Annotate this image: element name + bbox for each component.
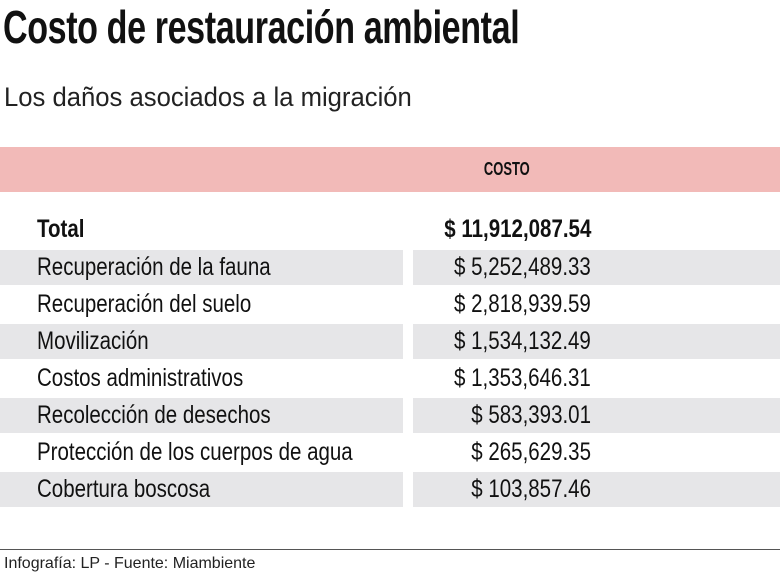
table-row: Recuperación del suelo $ 2,818,939.59: [0, 287, 780, 322]
row-value: $ 583,393.01: [413, 398, 780, 433]
page-title: Costo de restauración ambiental: [3, 1, 520, 53]
subtitle: Los daños asociados a la migración: [4, 82, 412, 112]
divider: [0, 549, 780, 550]
row-label: Cobertura boscosa: [0, 472, 403, 507]
row-label: Costos administrativos: [37, 364, 244, 392]
row-label: Movilización: [0, 324, 403, 359]
row-label: Recolección de desechos: [0, 398, 403, 433]
table-row: Recolección de desechos $ 583,393.01: [0, 398, 780, 433]
table-row: Costos administrativos $ 1,353,646.31: [0, 361, 780, 396]
source-credit: Infografía: LP - Fuente: Miambiente: [4, 555, 256, 572]
table-row: Recuperación de la fauna $ 5,252,489.33: [0, 250, 780, 285]
table-header: COSTO: [0, 147, 780, 192]
column-header-costo: COSTO: [483, 159, 530, 179]
row-label: Protección de los cuerpos de agua: [37, 438, 353, 466]
row-value: $ 5,252,489.33: [413, 250, 780, 285]
row-label: Recuperación de la fauna: [0, 250, 403, 285]
table-row: Cobertura boscosa $ 103,857.46: [0, 472, 780, 507]
row-value: $ 11,912,087.54: [443, 215, 591, 243]
row-value: $ 2,818,939.59: [454, 290, 591, 318]
row-label: Recuperación del suelo: [37, 290, 252, 318]
row-value: $ 265,629.35: [471, 438, 591, 466]
row-value: $ 1,534,132.49: [413, 324, 780, 359]
row-label: Total: [37, 215, 85, 243]
table-row: Protección de los cuerpos de agua $ 265,6…: [0, 435, 780, 470]
row-value: $ 103,857.46: [413, 472, 780, 507]
total-row: Total $ 11,912,087.54: [0, 212, 780, 247]
row-value: $ 1,353,646.31: [454, 364, 591, 392]
table-row: Movilización $ 1,534,132.49: [0, 324, 780, 359]
